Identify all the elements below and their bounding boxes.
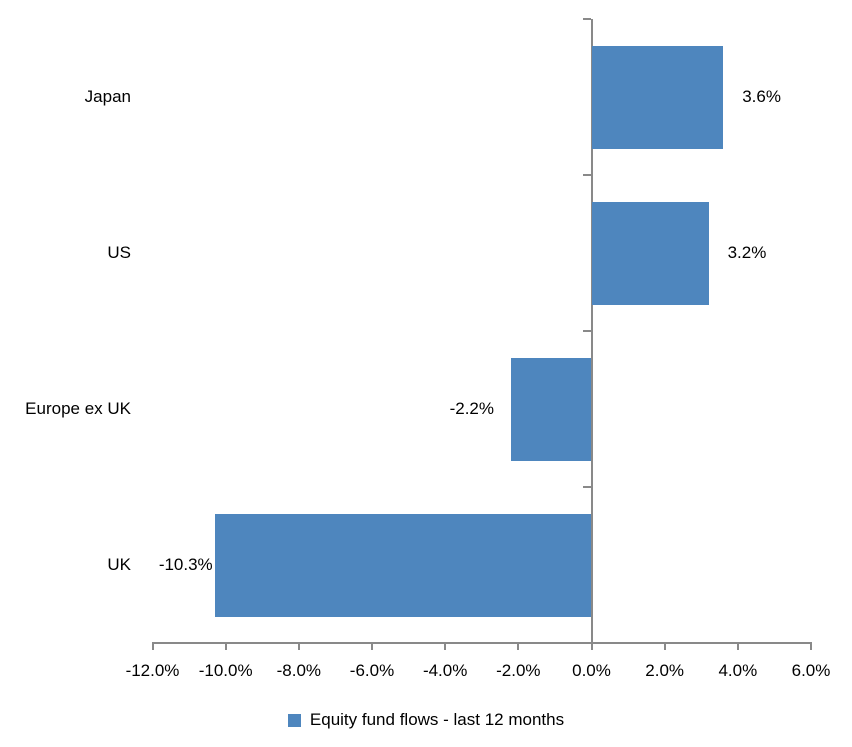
bar-uk[interactable]	[214, 513, 592, 617]
value-axis-tick-label: -4.0%	[422, 661, 468, 680]
value-axis-tick	[517, 643, 520, 650]
category-axis-tick	[582, 174, 591, 176]
value-axis-tick	[371, 643, 373, 650]
category-label: Europe ex UK	[25, 399, 131, 418]
legend: Equity fund flows - last 12 months	[0, 708, 852, 732]
value-axis-tick	[590, 643, 593, 650]
value-axis-tick-label: -10.0%	[198, 661, 253, 680]
category-axis-tick	[582, 486, 591, 488]
category-label: UK	[107, 555, 131, 574]
value-axis-tick	[663, 643, 666, 650]
value-axis-tick	[151, 643, 154, 650]
value-axis-tick-label: 6.0%	[791, 661, 831, 680]
value-axis-tick-label: 4.0%	[718, 661, 758, 680]
legend-label: Equity fund flows - last 12 months	[309, 710, 565, 729]
bar-us[interactable]	[591, 201, 709, 305]
data-label: -2.2%	[449, 399, 495, 418]
bar-europe-ex-uk[interactable]	[511, 357, 592, 461]
legend-series-swatch-icon	[287, 713, 301, 727]
value-axis-tick	[444, 643, 447, 650]
value-axis-tick-label: -12.0%	[125, 661, 180, 680]
category-axis-tick	[582, 18, 591, 20]
value-axis-tick-label: -6.0%	[349, 661, 395, 680]
value-axis-tick-label: -2.0%	[496, 661, 541, 680]
category-axis-line	[590, 19, 593, 643]
bar-japan[interactable]	[591, 45, 724, 149]
value-axis-tick-label: 0.0%	[572, 661, 611, 680]
value-axis-tick	[224, 643, 227, 650]
category-label: US	[107, 243, 131, 262]
category-label: Japan	[84, 87, 131, 106]
data-label: 3.6%	[742, 87, 781, 106]
value-axis-tick	[736, 643, 739, 650]
value-axis-tick-label: 2.0%	[645, 661, 685, 680]
value-axis-tick-label: -8.0%	[276, 661, 322, 680]
value-axis-tick	[297, 643, 300, 650]
value-axis-line	[151, 642, 812, 644]
data-label: 3.2%	[727, 243, 767, 262]
category-axis-tick	[582, 330, 591, 332]
value-axis-tick	[810, 643, 812, 650]
data-label: -10.3%	[158, 555, 213, 574]
